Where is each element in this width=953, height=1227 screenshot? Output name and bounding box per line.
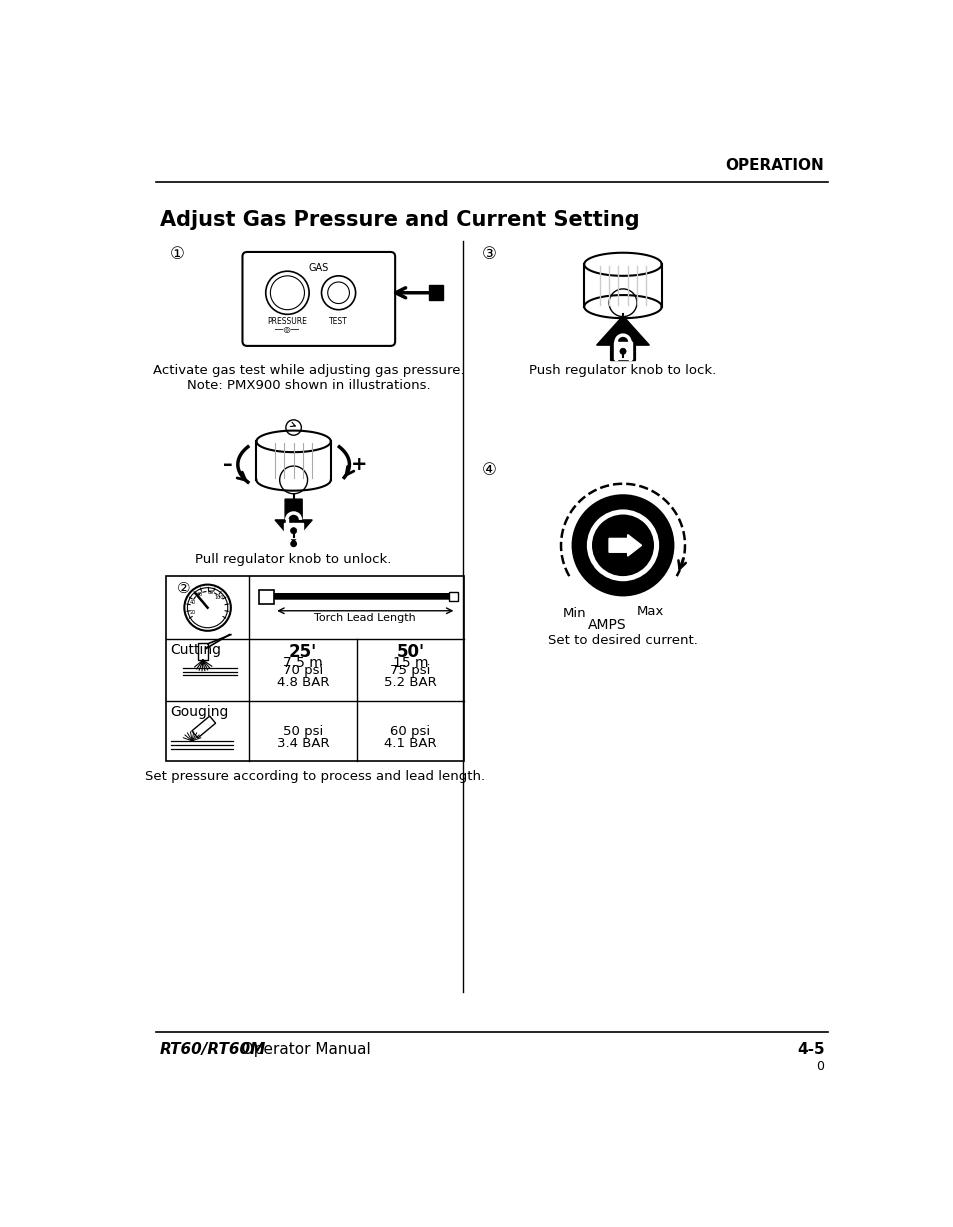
Circle shape	[619, 348, 625, 355]
Text: 100: 100	[214, 595, 224, 600]
Text: OPERATION: OPERATION	[725, 158, 823, 173]
Circle shape	[279, 466, 307, 493]
Text: 4-5: 4-5	[796, 1042, 823, 1056]
Text: 80: 80	[207, 590, 213, 595]
Bar	[166, 577, 464, 761]
Text: 7.5 m: 7.5 m	[283, 656, 323, 670]
Circle shape	[266, 271, 309, 314]
Text: ①: ①	[170, 245, 184, 263]
Text: 4.1 BAR: 4.1 BAR	[384, 737, 436, 750]
FancyBboxPatch shape	[242, 252, 395, 346]
Circle shape	[291, 541, 296, 546]
Bar	[613, 342, 632, 360]
FancyArrow shape	[608, 535, 641, 556]
Circle shape	[291, 528, 296, 534]
Circle shape	[184, 584, 231, 631]
Text: Max: Max	[636, 605, 663, 618]
Text: Torch Lead Length: Torch Lead Length	[314, 614, 416, 623]
Text: Push regulator knob to lock.: Push regulator knob to lock.	[529, 364, 716, 378]
Text: PRESSURE: PRESSURE	[267, 317, 307, 326]
Bar	[274, 593, 448, 599]
Bar	[198, 643, 208, 660]
Text: 15 m: 15 m	[393, 656, 428, 670]
Text: 3.4 BAR: 3.4 BAR	[276, 737, 329, 750]
Text: TEST: TEST	[329, 317, 348, 326]
Polygon shape	[192, 717, 215, 737]
Text: RT60/RT60M: RT60/RT60M	[159, 1042, 266, 1056]
Text: GAS: GAS	[309, 263, 329, 272]
Text: 70 psi: 70 psi	[283, 664, 323, 677]
Text: Set to desired current.: Set to desired current.	[547, 634, 698, 647]
Bar	[284, 523, 303, 539]
Text: ④: ④	[481, 460, 497, 479]
Text: 50': 50'	[396, 643, 424, 661]
Text: Activate gas test while adjusting gas pressure.: Activate gas test while adjusting gas pr…	[153, 364, 464, 378]
Text: Pull regulator knob to unlock.: Pull regulator knob to unlock.	[195, 553, 392, 566]
Text: ③: ③	[481, 245, 497, 263]
Text: 60: 60	[196, 591, 203, 596]
Text: 5.2 BAR: 5.2 BAR	[384, 676, 436, 690]
Text: –: –	[223, 455, 233, 474]
Text: ②: ②	[176, 580, 190, 596]
FancyArrow shape	[274, 499, 312, 541]
Text: AMPS: AMPS	[588, 618, 626, 632]
Circle shape	[321, 276, 355, 309]
Text: 4.8 BAR: 4.8 BAR	[276, 676, 329, 690]
Text: 0: 0	[816, 1060, 823, 1072]
Text: Set pressure according to process and lead length.: Set pressure according to process and le…	[145, 771, 484, 783]
Text: Operator Manual: Operator Manual	[232, 1042, 370, 1056]
Circle shape	[585, 508, 659, 583]
FancyArrow shape	[596, 315, 649, 361]
Text: +: +	[351, 455, 367, 474]
Text: 25': 25'	[289, 643, 317, 661]
Circle shape	[608, 288, 637, 317]
Circle shape	[187, 588, 228, 628]
Circle shape	[592, 514, 654, 577]
Circle shape	[328, 282, 349, 303]
Text: ―◎―: ―◎―	[275, 325, 299, 334]
Text: 75 psi: 75 psi	[390, 664, 430, 677]
Bar	[448, 591, 457, 601]
Text: Adjust Gas Pressure and Current Setting: Adjust Gas Pressure and Current Setting	[159, 210, 639, 231]
Circle shape	[286, 420, 301, 436]
Bar	[258, 590, 274, 604]
Text: 40: 40	[190, 600, 196, 605]
Text: Min: Min	[562, 607, 586, 620]
Text: Cutting: Cutting	[171, 643, 221, 658]
Bar	[429, 285, 443, 301]
Text: Gouging: Gouging	[171, 704, 229, 719]
Text: Note: PMX900 shown in illustrations.: Note: PMX900 shown in illustrations.	[187, 379, 431, 391]
Circle shape	[270, 276, 304, 309]
Circle shape	[572, 496, 673, 595]
Text: 20: 20	[190, 611, 196, 616]
Text: 60 psi: 60 psi	[390, 725, 430, 737]
Text: 50 psi: 50 psi	[283, 725, 323, 737]
